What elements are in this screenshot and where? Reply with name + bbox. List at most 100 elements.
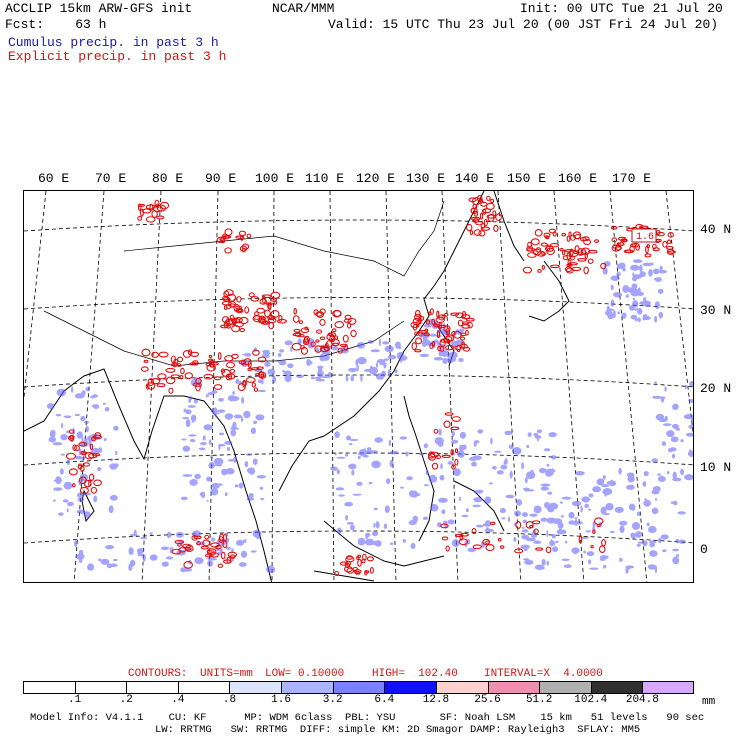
cumulus-cell xyxy=(334,431,340,438)
cumulus-cell xyxy=(83,511,91,519)
explicit-cell xyxy=(68,468,78,476)
cumulus-cell xyxy=(232,391,235,395)
explicit-cell xyxy=(540,242,548,247)
explicit-cell xyxy=(251,382,256,388)
legend-explicit: Explicit precip. in past 3 h xyxy=(8,49,227,64)
explicit-cell xyxy=(257,318,267,324)
explicit-cell xyxy=(411,342,417,351)
colorbar-cell xyxy=(384,681,437,694)
explicit-cell xyxy=(587,258,594,264)
explicit-cell xyxy=(450,449,454,456)
cumulus-cell xyxy=(672,403,679,410)
cumulus-cell xyxy=(617,311,621,315)
explicit-cell xyxy=(227,551,238,558)
explicit-cell xyxy=(145,204,156,210)
explicit-cell xyxy=(72,444,77,452)
cumulus-cell xyxy=(214,463,223,467)
cumulus-cell xyxy=(571,500,582,507)
explicit-cell xyxy=(568,262,578,266)
cumulus-cell xyxy=(618,467,622,475)
explicit-cell xyxy=(343,345,349,351)
cumulus-cell xyxy=(643,470,649,477)
cumulus-cell xyxy=(376,358,386,364)
colorbar-cell xyxy=(281,681,334,694)
explicit-cell xyxy=(454,458,459,466)
explicit-cell xyxy=(447,338,451,345)
explicit-cell xyxy=(176,363,182,368)
explicit-cell xyxy=(480,226,491,231)
cumulus-cell xyxy=(366,447,372,451)
explicit-cell xyxy=(344,314,352,320)
cumulus-cell xyxy=(218,443,226,447)
cumulus-cell xyxy=(525,537,536,542)
cumulus-cell xyxy=(55,476,62,485)
colorbar-cell xyxy=(74,681,127,694)
cumulus-cell xyxy=(684,384,687,390)
cumulus-cell xyxy=(664,386,667,392)
cumulus-cell xyxy=(662,423,672,426)
cumulus-cell xyxy=(189,438,196,443)
explicit-cell xyxy=(334,320,345,329)
cumulus-cell xyxy=(248,492,254,498)
explicit-cell xyxy=(469,230,474,236)
cumulus-cell xyxy=(103,437,107,442)
explicit-cell xyxy=(291,342,302,351)
cumulus-cell xyxy=(451,439,459,444)
explicit-cell xyxy=(617,242,625,246)
explicit-cell xyxy=(316,329,323,334)
cumulus-cell xyxy=(688,424,693,429)
cumulus-cell xyxy=(521,529,529,533)
cumulus-cell xyxy=(227,446,231,452)
explicit-cell xyxy=(465,329,469,336)
explicit-cell xyxy=(440,523,449,529)
explicit-cell xyxy=(461,323,471,329)
graticule xyxy=(24,191,693,582)
cumulus-cell xyxy=(279,349,285,353)
explicit-cell xyxy=(497,537,502,542)
explicit-cell xyxy=(525,520,534,529)
explicit-cell xyxy=(165,376,176,385)
cumulus-cell xyxy=(59,389,63,392)
explicit-cell xyxy=(342,334,349,343)
explicit-cell xyxy=(443,325,451,333)
cumulus-cell xyxy=(522,519,527,524)
cumulus-cell xyxy=(368,366,379,375)
cumulus-cell xyxy=(537,566,545,570)
cumulus-cell xyxy=(654,497,658,501)
explicit-cell xyxy=(546,244,551,252)
cumulus-cell xyxy=(652,395,661,399)
cumulus-cell xyxy=(217,409,226,413)
explicit-cell xyxy=(256,307,266,314)
explicit-cell xyxy=(179,374,184,380)
explicit-cell xyxy=(479,212,484,220)
cumulus-cell xyxy=(632,297,636,301)
cumulus-cell xyxy=(581,496,591,503)
colorbar-tick: 25.6 xyxy=(474,694,501,706)
cumulus-cell xyxy=(66,458,70,466)
explicit-cell xyxy=(527,241,533,249)
explicit-cell xyxy=(224,228,233,236)
explicit-cell xyxy=(177,542,182,547)
explicit-cell xyxy=(450,312,460,316)
explicit-cell xyxy=(610,226,618,230)
legend-cumulus: Cumulus precip. in past 3 h xyxy=(8,35,219,50)
explicit-cell xyxy=(481,208,492,214)
cumulus-cell xyxy=(558,527,562,534)
cumulus-cell xyxy=(357,357,367,365)
cumulus-cell xyxy=(344,501,354,507)
cumulus-cell xyxy=(541,558,546,566)
cumulus-cell xyxy=(250,550,257,553)
cumulus-cell xyxy=(246,497,255,501)
cumulus-cell xyxy=(639,301,648,305)
cumulus-cell xyxy=(440,463,443,470)
explicit-cell xyxy=(330,338,340,347)
cumulus-cell xyxy=(442,357,448,365)
cumulus-cell xyxy=(602,267,608,275)
explicit-cell xyxy=(436,310,440,318)
explicit-cell xyxy=(552,231,557,237)
cumulus-cell xyxy=(98,447,103,453)
cumulus-cell xyxy=(387,354,397,360)
explicit-cell xyxy=(583,238,592,246)
explicit-cell xyxy=(644,253,652,258)
lon-label: 120 E xyxy=(356,171,396,186)
